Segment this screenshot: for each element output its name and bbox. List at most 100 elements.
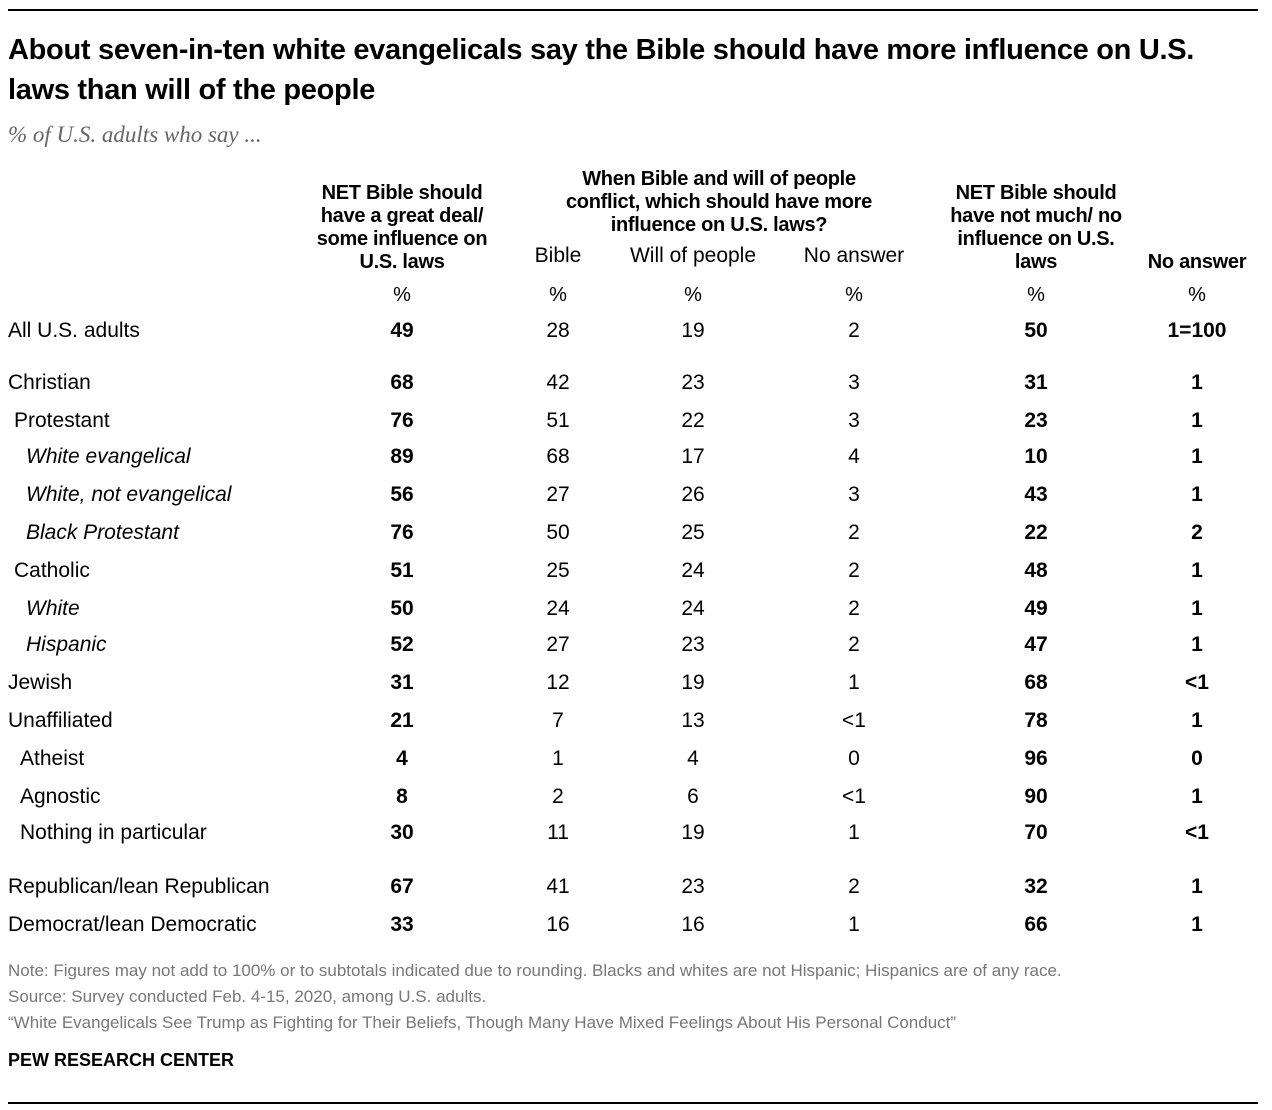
- table-cell: 31: [390, 671, 414, 694]
- table-cell: 3: [848, 371, 860, 394]
- header-conflict-group: When Bible and will of people conflict, …: [565, 168, 872, 236]
- table-cell: 50: [546, 521, 570, 544]
- table-cell: 43: [1024, 483, 1048, 506]
- table-cell: 3: [848, 483, 860, 506]
- unit-label: %: [845, 284, 863, 306]
- header-no-answer: No answer: [1147, 251, 1247, 273]
- table-cell: 24: [681, 559, 705, 582]
- unit-label: %: [684, 284, 702, 306]
- table-cell: 96: [1024, 747, 1048, 770]
- unit-label: %: [549, 284, 567, 306]
- table-cell: 50: [1024, 319, 1048, 342]
- chart-subtitle: % of U.S. adults who say ...: [8, 122, 262, 147]
- row-label: Black Protestant: [26, 521, 179, 544]
- row-label: White, not evangelical: [26, 483, 232, 506]
- table-cell: 2: [1191, 521, 1203, 544]
- table-cell: 31: [1024, 371, 1048, 394]
- row-label: Democrat/lean Democratic: [8, 913, 257, 936]
- table-cell: 12: [546, 671, 570, 694]
- table-cell: 2: [848, 875, 860, 898]
- table-cell: 19: [681, 319, 705, 342]
- table-cell: 2: [848, 319, 860, 342]
- table-cell: 16: [681, 913, 705, 936]
- table-cell: 17: [681, 445, 705, 468]
- header-net-no-influence: NET Bible should have not much/ no influ…: [950, 182, 1122, 273]
- table-cell: 4: [687, 747, 699, 770]
- table-cell: 67: [390, 875, 414, 898]
- table-cell: 68: [546, 445, 570, 468]
- row-label: Christian: [8, 371, 91, 394]
- table-cell: 27: [546, 483, 570, 506]
- table-cell: 6: [687, 785, 699, 808]
- table-cell: 2: [848, 633, 860, 656]
- table-cell: <1: [842, 785, 866, 808]
- table-cell: 25: [546, 559, 570, 582]
- table-cell: 1: [848, 671, 860, 694]
- row-label: White evangelical: [26, 445, 191, 468]
- table-cell: 1: [1191, 709, 1203, 732]
- row-label: Agnostic: [20, 785, 101, 808]
- table-cell: 11: [547, 821, 569, 844]
- table-cell: 1: [1191, 875, 1203, 898]
- source: Source: Survey conducted Feb. 4-15, 2020…: [8, 987, 487, 1006]
- table-cell: 30: [390, 821, 414, 844]
- table-cell: 41: [546, 875, 570, 898]
- table-cell: 78: [1024, 709, 1048, 732]
- table-cell: 0: [848, 747, 860, 770]
- table-cell: <1: [1185, 671, 1209, 694]
- table-cell: 42: [546, 371, 570, 394]
- table-cell: 1: [1191, 913, 1203, 936]
- table-cell: 47: [1024, 633, 1048, 656]
- table-cell: 7: [552, 709, 564, 732]
- table-cell: 68: [390, 371, 414, 394]
- table-cell: 66: [1024, 913, 1048, 936]
- table-cell: 0: [1191, 747, 1203, 770]
- table-cell: 24: [681, 597, 705, 620]
- table-cell: 33: [390, 913, 414, 936]
- bottom-rule: [8, 1102, 1258, 1104]
- table-cell: 1: [1191, 785, 1203, 808]
- table-cell: 23: [681, 875, 705, 898]
- table-cell: 1: [1191, 633, 1203, 656]
- row-label: Protestant: [14, 409, 110, 432]
- table-cell: 10: [1024, 445, 1048, 468]
- row-label: Republican/lean Republican: [8, 875, 270, 898]
- row-label: Jewish: [8, 671, 73, 694]
- table-cell: 1: [1191, 483, 1203, 506]
- table-cell: 90: [1024, 785, 1048, 808]
- table-cell: 19: [681, 821, 705, 844]
- table-cell: 21: [390, 709, 414, 732]
- pew-logo: PEW RESEARCH CENTER: [8, 1050, 235, 1070]
- table-cell: 52: [390, 633, 414, 656]
- row-label: Nothing in particular: [20, 821, 207, 844]
- table-cell: 51: [390, 559, 414, 582]
- table-cell: 26: [681, 483, 705, 506]
- table-cell: 24: [546, 597, 570, 620]
- table-cell: 4: [396, 747, 408, 770]
- table-cell: 51: [546, 409, 570, 432]
- table-cell: 22: [1024, 521, 1048, 544]
- unit-label: %: [1027, 284, 1045, 306]
- table-cell: 19: [681, 671, 705, 694]
- table-cell: 1: [1191, 559, 1203, 582]
- table-cell: 1: [1191, 445, 1203, 468]
- table-cell: 1: [848, 821, 860, 844]
- row-label: All U.S. adults: [8, 319, 140, 342]
- table-cell: 2: [848, 597, 860, 620]
- row-label: White: [26, 597, 80, 620]
- table-cell: 27: [546, 633, 570, 656]
- table-cell: 2: [848, 521, 860, 544]
- table-cell: 2: [848, 559, 860, 582]
- table-cell: 23: [681, 371, 705, 394]
- table-cell: 23: [681, 633, 705, 656]
- table-cell: 4: [848, 445, 860, 468]
- table-cell: 32: [1024, 875, 1048, 898]
- header-will-of-people: Will of people: [629, 244, 757, 267]
- table-cell: 28: [546, 319, 570, 342]
- table-cell: 1=100: [1167, 319, 1227, 342]
- note: Note: Figures may not add to 100% or to …: [8, 961, 1062, 980]
- table-cell: 89: [390, 445, 414, 468]
- table-cell: 3: [848, 409, 860, 432]
- row-label: Unaffiliated: [8, 709, 113, 732]
